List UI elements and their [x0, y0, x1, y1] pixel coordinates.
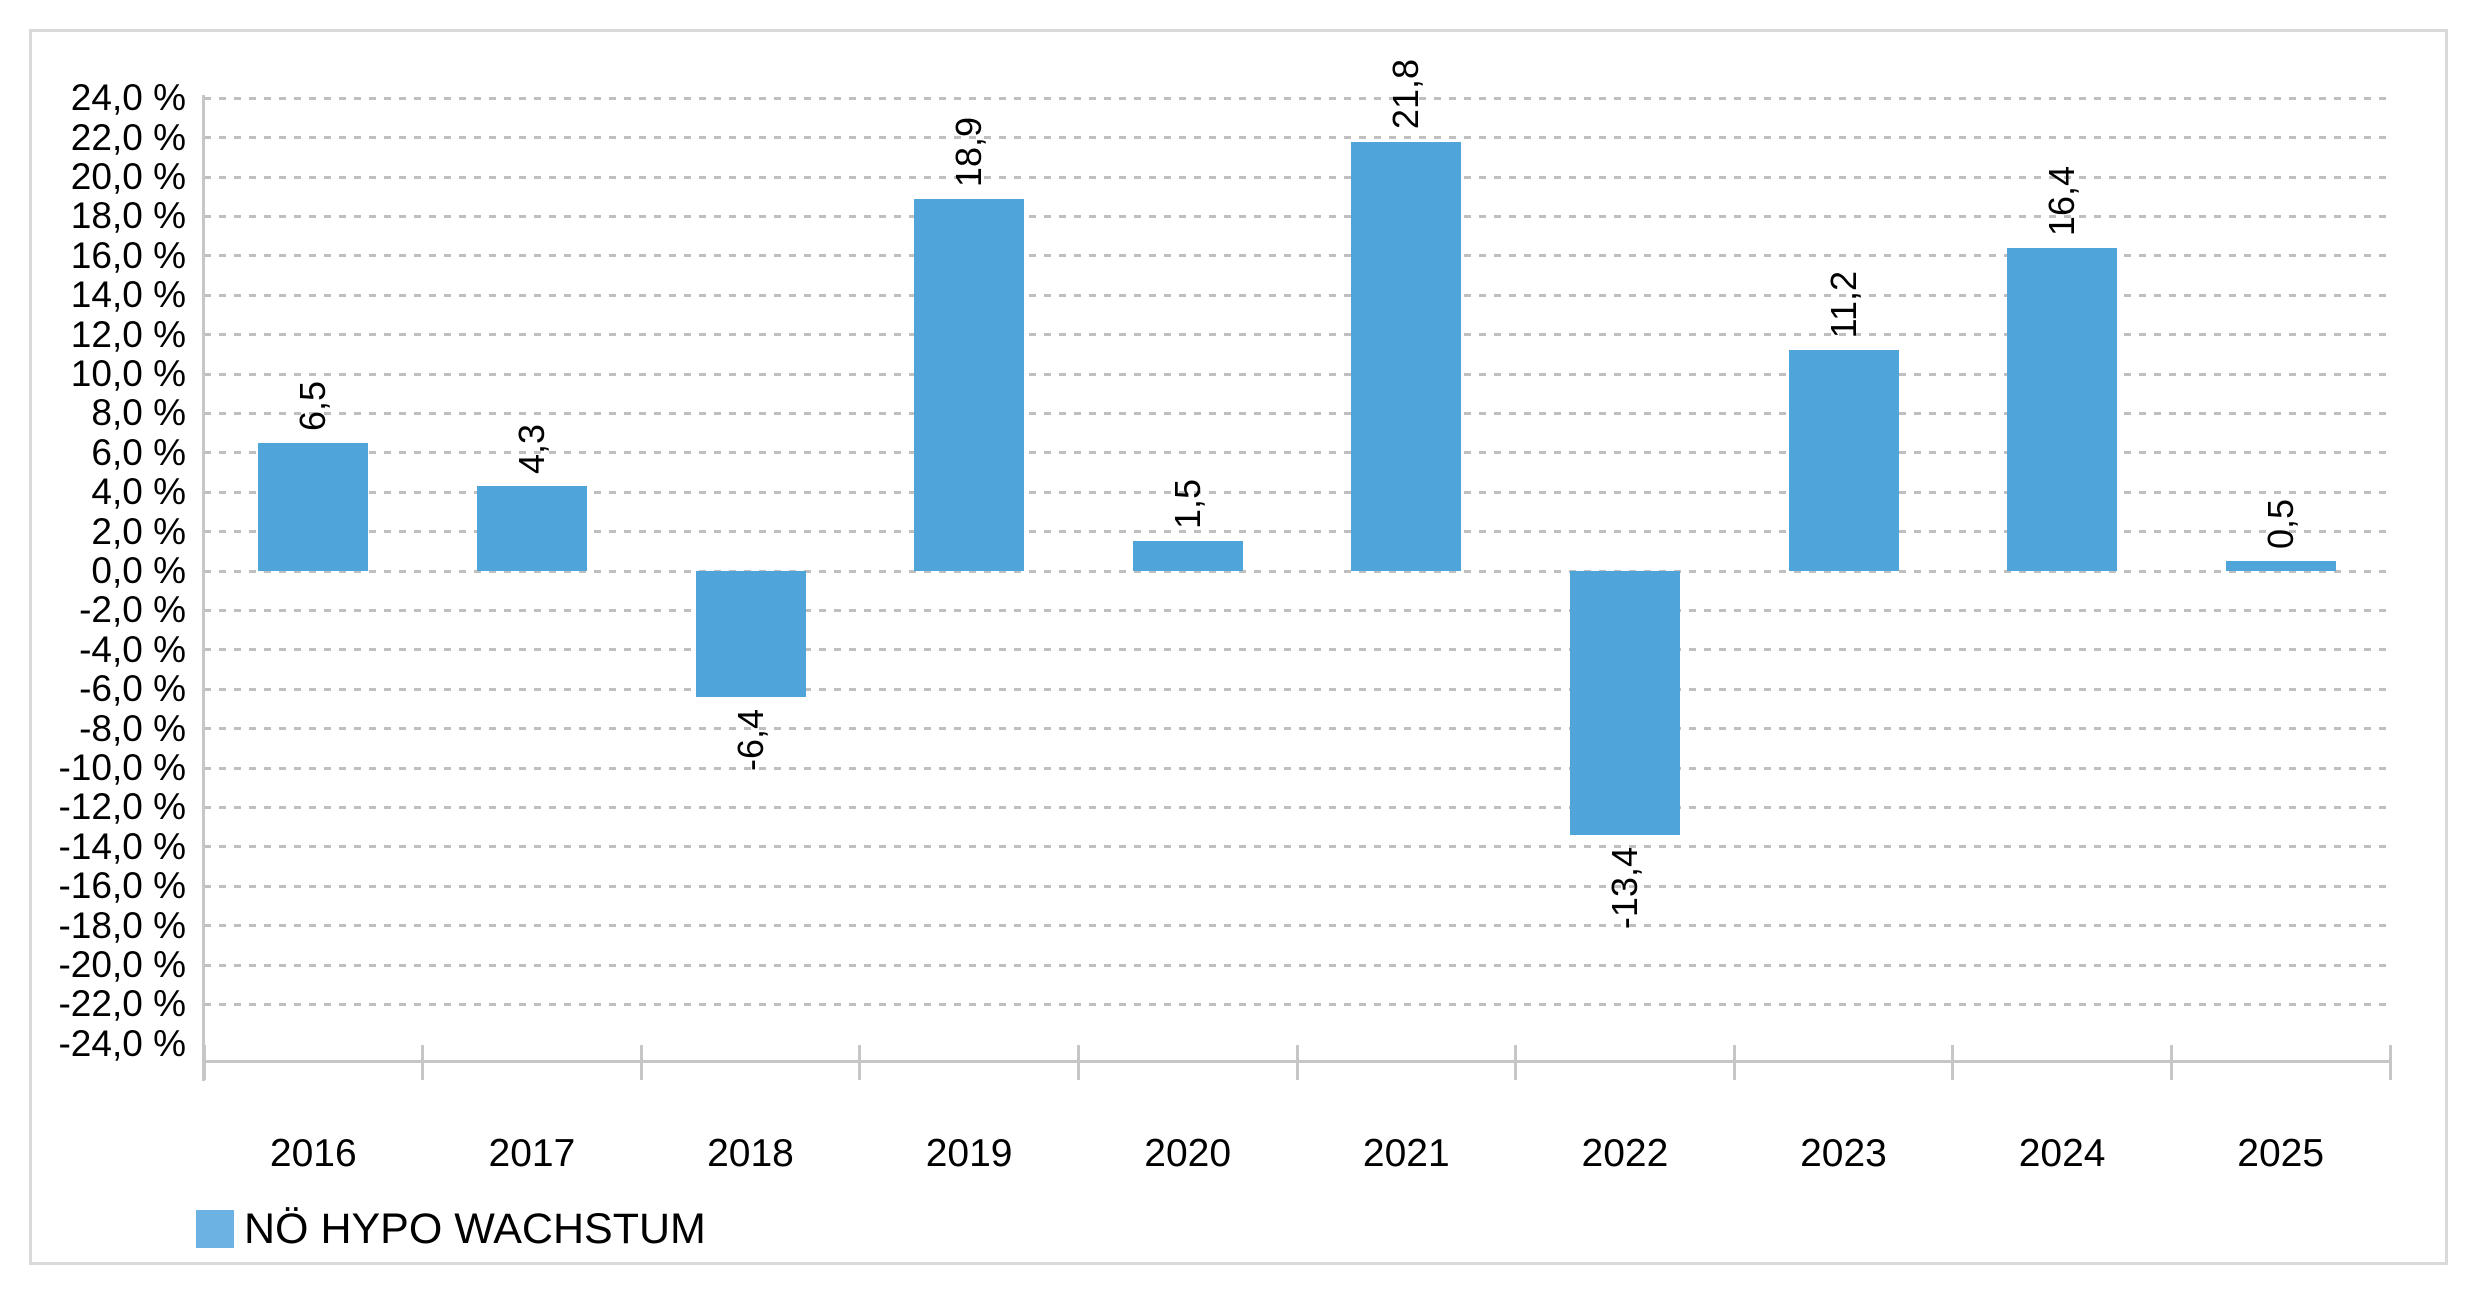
bar-value-label: 18,9 [948, 116, 990, 187]
y-tick-label: -14,0 % [58, 825, 186, 867]
gridline [204, 648, 2390, 652]
x-category-label: 2021 [1362, 1132, 1450, 1175]
y-tick-label: -18,0 % [58, 904, 186, 946]
y-tick-label: -2,0 % [79, 589, 186, 631]
gridline [204, 175, 2390, 179]
bar-2019 [914, 198, 1025, 571]
x-axis-tick [639, 1045, 643, 1080]
gridline [204, 687, 2390, 691]
y-tick-label: 6,0 % [91, 431, 186, 473]
y-tick-label: 12,0 % [70, 313, 186, 355]
gridline [204, 372, 2390, 376]
x-axis-tick [202, 1045, 206, 1080]
bar-2016 [258, 442, 369, 571]
x-axis-tick [1295, 1045, 1299, 1080]
x-axis-tick [421, 1045, 425, 1080]
x-category-label: 2018 [707, 1132, 794, 1175]
bar-value-label: -13,4 [1603, 846, 1645, 930]
y-tick-label: -16,0 % [58, 865, 186, 907]
gridline [204, 805, 2390, 809]
y-tick-label: -6,0 % [79, 668, 186, 710]
bar-2025 [2225, 561, 2336, 571]
bar-2018 [695, 571, 806, 698]
gridline [204, 254, 2390, 258]
bar-value-label: 6,5 [292, 380, 334, 431]
y-axis-line [202, 95, 205, 1081]
y-tick-label: 18,0 % [70, 195, 186, 237]
x-axis-tick [1076, 1045, 1080, 1080]
gridline [204, 214, 2390, 218]
y-tick-label: 4,0 % [91, 471, 186, 513]
y-tick-label: 24,0 % [70, 77, 186, 119]
y-tick-label: 22,0 % [70, 116, 186, 158]
gridline [204, 884, 2390, 888]
x-category-label: 2017 [488, 1132, 576, 1175]
gridline [204, 136, 2390, 140]
gridline [204, 293, 2390, 297]
gridline [204, 924, 2390, 928]
gridline [204, 451, 2390, 455]
bar-value-label: 21,8 [1385, 59, 1427, 130]
gridline [204, 608, 2390, 612]
y-tick-label: 10,0 % [70, 353, 186, 394]
bar-value-label: 11,2 [1822, 270, 1864, 339]
bar-2020 [1132, 541, 1243, 571]
gridline [204, 96, 2390, 100]
bar-value-label: 16,4 [2041, 165, 2083, 236]
x-category-label: 2016 [269, 1132, 357, 1175]
x-category-label: 2025 [2237, 1132, 2325, 1175]
bar-2017 [476, 486, 587, 571]
y-tick-label: 14,0 % [70, 274, 186, 316]
gridline [204, 569, 2390, 573]
gridline [204, 727, 2390, 731]
y-tick-label: 16,0 % [70, 234, 186, 276]
bar-2023 [1788, 350, 1899, 571]
y-tick-label: 0,0 % [91, 550, 186, 591]
x-category-label: 2023 [1800, 1132, 1887, 1175]
y-tick-label: -4,0 % [79, 628, 186, 670]
gridline [204, 1002, 2390, 1006]
bar-value-label: 4,3 [510, 424, 552, 475]
gridline [204, 963, 2390, 967]
gridline [204, 530, 2390, 534]
x-axis-tick [1514, 1045, 1518, 1080]
x-category-label: 2024 [2018, 1132, 2106, 1175]
gridline [204, 766, 2390, 770]
bar-value-label: 1,5 [1166, 479, 1208, 530]
y-tick-label: -24,0 % [58, 1022, 186, 1064]
y-tick-label: -8,0 % [79, 707, 186, 749]
gridline [204, 845, 2390, 849]
gridline [204, 411, 2390, 415]
gridline [204, 333, 2390, 337]
x-category-label: 2019 [925, 1132, 1013, 1175]
x-axis-tick [858, 1045, 862, 1080]
y-tick-label: -20,0 % [58, 944, 186, 985]
bar-2021 [1351, 141, 1462, 571]
y-tick-label: 2,0 % [91, 510, 186, 552]
chart-frame [29, 29, 2448, 1265]
x-axis-tick [1732, 1045, 1736, 1080]
x-axis-tick [2169, 1045, 2173, 1080]
bar-value-label: -6,4 [729, 709, 771, 772]
y-tick-label: -22,0 % [58, 983, 186, 1025]
y-tick-label: 20,0 % [70, 156, 186, 197]
bar-value-label: 0,5 [2259, 499, 2301, 550]
x-category-label: 2022 [1581, 1132, 1669, 1175]
x-axis-tick [2388, 1045, 2392, 1080]
y-tick-label: -10,0 % [58, 747, 186, 788]
bar-2024 [2007, 247, 2118, 571]
x-category-label: 2020 [1144, 1132, 1232, 1175]
y-tick-label: -12,0 % [58, 786, 186, 828]
x-axis-tick [1951, 1045, 1955, 1080]
legend-swatch [196, 1210, 234, 1248]
legend-label: NÖ HYPO WACHSTUM [244, 1205, 706, 1253]
y-tick-label: 8,0 % [91, 392, 186, 434]
gridline [204, 490, 2390, 494]
legend: NÖ HYPO WACHSTUM [196, 1206, 706, 1252]
bar-2022 [1569, 571, 1680, 835]
